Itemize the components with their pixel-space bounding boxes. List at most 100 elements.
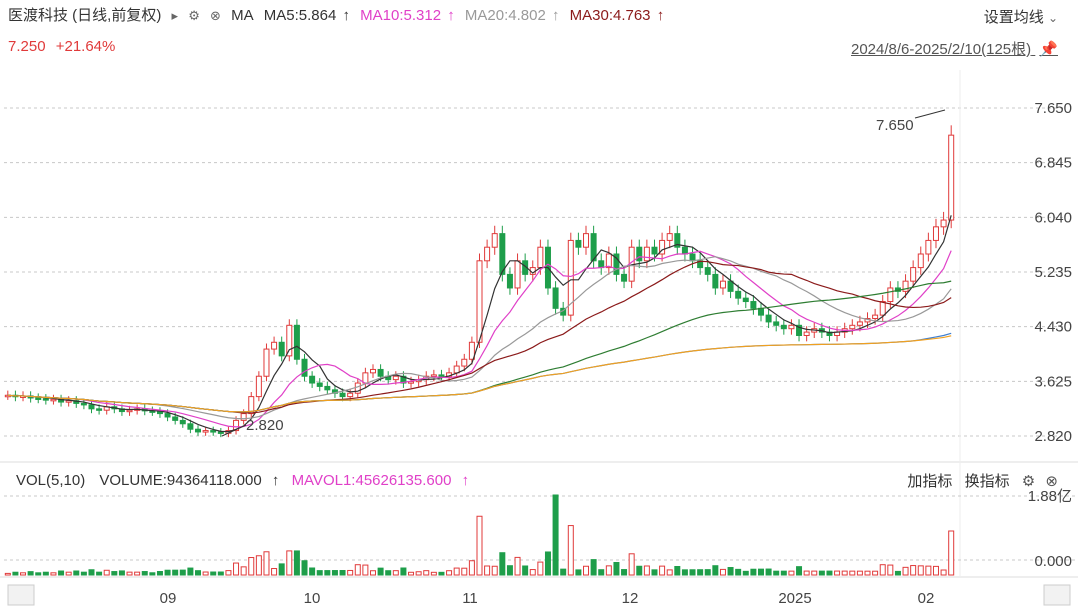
candle-body bbox=[339, 392, 346, 398]
candle-body bbox=[872, 314, 879, 320]
ma10-value: MA10:5.312 bbox=[360, 7, 442, 24]
candle-body bbox=[940, 219, 947, 228]
candle-body bbox=[552, 287, 559, 309]
candle-body bbox=[636, 246, 643, 262]
y-tick-label: 4.430 bbox=[1034, 319, 1072, 336]
candle-body bbox=[613, 253, 620, 275]
ma20-line bbox=[7, 256, 952, 420]
candle-body bbox=[438, 374, 445, 377]
ma10-line bbox=[7, 250, 952, 428]
mavol1-value: MAVOL1:45626135.600 bbox=[291, 472, 452, 489]
candle-body bbox=[803, 331, 810, 336]
close-icon[interactable]: ⊗ bbox=[210, 8, 221, 23]
ma-settings-button[interactable]: 设置均线 ⌄ bbox=[984, 6, 1058, 27]
volume-bar bbox=[301, 560, 308, 576]
volume-bar bbox=[50, 572, 57, 576]
volume-bar bbox=[271, 568, 278, 576]
low-annotation: 2.820 bbox=[246, 417, 284, 434]
volume-bar bbox=[552, 494, 559, 576]
volume-bar bbox=[643, 565, 650, 576]
pin-icon[interactable]: 📌 bbox=[1039, 41, 1058, 58]
ma5-line bbox=[7, 215, 952, 433]
add-indicator-button[interactable]: 加指标 bbox=[907, 473, 953, 490]
volume-bar bbox=[347, 569, 354, 576]
play-icon[interactable]: ▸ bbox=[171, 8, 179, 23]
volume-bar bbox=[164, 569, 171, 576]
volume-bar bbox=[354, 564, 361, 576]
candle-body bbox=[164, 413, 171, 418]
candle-body bbox=[35, 397, 42, 400]
y-tick-label: 2.820 bbox=[1034, 428, 1072, 445]
scroll-left-button bbox=[7, 584, 35, 606]
gear-icon[interactable]: ⚙ bbox=[188, 8, 200, 23]
candle-body bbox=[590, 233, 597, 262]
volume-bar bbox=[757, 568, 764, 576]
volume-bar bbox=[864, 570, 871, 576]
gear-icon[interactable]: ⚙ bbox=[1021, 473, 1036, 490]
volume-bar bbox=[727, 567, 734, 576]
x-date-label: 10 bbox=[304, 590, 321, 607]
switch-indicator-button[interactable]: 换指标 bbox=[964, 473, 1010, 490]
volume-bar bbox=[134, 571, 141, 576]
candle-body bbox=[377, 368, 384, 377]
candle-body bbox=[727, 280, 734, 292]
volume-bar bbox=[468, 560, 475, 576]
scroll-right-button bbox=[1043, 584, 1071, 606]
volume-bar bbox=[392, 570, 399, 576]
candle-body bbox=[172, 416, 179, 421]
close-icon[interactable]: ⊗ bbox=[1045, 473, 1058, 490]
candle-body bbox=[788, 324, 795, 330]
volume-bar bbox=[818, 570, 825, 576]
volume-bar bbox=[339, 570, 346, 576]
volume-bar bbox=[377, 567, 384, 576]
volume-bar bbox=[636, 565, 643, 576]
volume-bar bbox=[80, 571, 87, 576]
y-tick-label: 3.625 bbox=[1034, 373, 1072, 390]
volume-bar bbox=[583, 565, 590, 576]
volume-bar bbox=[910, 565, 917, 576]
vol-arrow: ↑ bbox=[271, 472, 280, 489]
volume-bar bbox=[225, 570, 232, 576]
volume-bar bbox=[293, 550, 300, 576]
volume-bar bbox=[438, 571, 445, 576]
volume-bar bbox=[35, 572, 42, 576]
candle-body bbox=[925, 239, 932, 255]
volume-bar bbox=[103, 569, 110, 576]
volume-bar bbox=[430, 571, 437, 576]
ma250-line bbox=[7, 335, 952, 413]
ma5-arrow: ↑ bbox=[342, 7, 351, 24]
candle-body bbox=[126, 409, 133, 413]
high-annotation: 7.650 bbox=[876, 117, 914, 134]
low-arrow bbox=[221, 424, 247, 437]
candle-body bbox=[316, 382, 323, 387]
current-price: 7.250 bbox=[8, 38, 46, 55]
volume-bar bbox=[544, 551, 551, 576]
volume-bar bbox=[659, 565, 666, 576]
volume-bar bbox=[4, 572, 11, 576]
volume-bar bbox=[187, 567, 194, 576]
candle-body bbox=[187, 423, 194, 430]
price-row: 7.250 +21.64% bbox=[8, 38, 115, 55]
candle-body bbox=[704, 267, 711, 275]
candle-body bbox=[96, 408, 103, 411]
volume-bar bbox=[20, 572, 27, 576]
date-range[interactable]: 2024/8/6-2025/2/10(125根) 📌 bbox=[851, 38, 1058, 59]
candle-body bbox=[461, 358, 468, 367]
volume-bar bbox=[149, 572, 156, 576]
volume-bar bbox=[309, 567, 316, 576]
candle-body bbox=[248, 396, 255, 415]
price-change: +21.64% bbox=[55, 38, 116, 55]
volume-bar bbox=[887, 564, 894, 576]
candle-body bbox=[773, 321, 780, 326]
stock-name[interactable]: 医渡科技 (日线,前复权) bbox=[8, 7, 162, 24]
volume-bar bbox=[826, 570, 833, 576]
candle-body bbox=[902, 280, 909, 292]
candle-body bbox=[780, 324, 787, 330]
candle-body bbox=[887, 287, 894, 303]
candle-body bbox=[826, 331, 833, 336]
candle-body bbox=[537, 246, 544, 269]
volume-bar bbox=[811, 570, 818, 576]
candle-body bbox=[583, 233, 590, 248]
candle-body bbox=[286, 324, 293, 357]
